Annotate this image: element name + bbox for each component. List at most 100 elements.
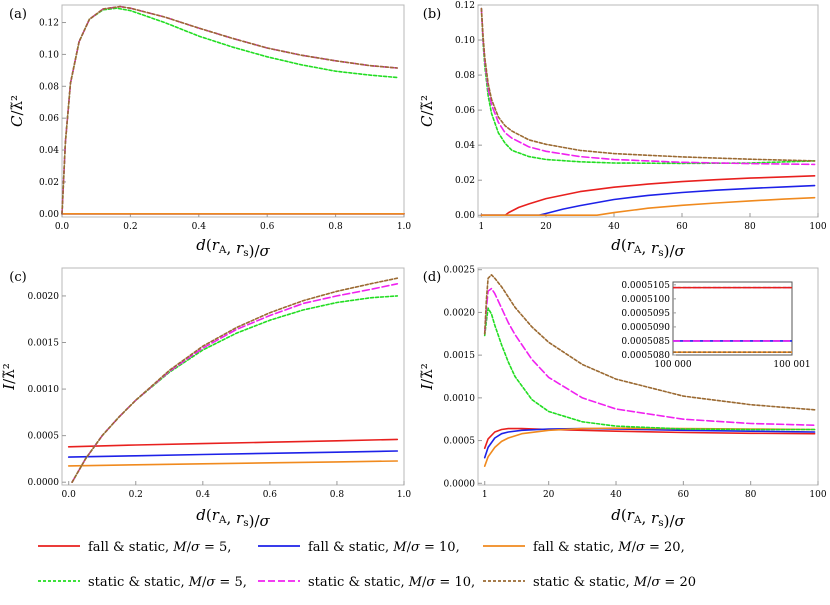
plot-frame [477, 4, 819, 218]
y-tick-label: 0.0000 [28, 478, 60, 488]
legend-label: static & static, M/σ = 5, [88, 575, 247, 590]
y-tick-label: 0.0005 [444, 437, 476, 447]
x-tick-label: 0.0 [55, 222, 70, 232]
series-ss5 [480, 7, 816, 165]
series-fs5 [480, 175, 816, 216]
series-ss5 [483, 307, 816, 431]
x-tick-label: 0.4 [196, 490, 211, 500]
x-tick-label: 100 [809, 222, 826, 232]
x-tick-label: 20 [543, 490, 555, 500]
y-tick-label: 0.06 [455, 106, 475, 116]
legend-item-fs10: fall & static, M/σ = 10, [258, 540, 460, 555]
panel-a: 0.0 0.2 0.4 0.6 0.8 1.0 0.00 0.02 0.04 0.06 0.08 0.… [8, 4, 411, 260]
y-tick-label: 0.08 [39, 82, 59, 92]
x-tick-label: 0.2 [123, 222, 137, 232]
legend-item-ss10: static & static, M/σ = 10, [258, 575, 475, 590]
y-tick-label: 0.12 [39, 19, 59, 29]
legend-item-ss5: static & static, M/σ = 5, [38, 575, 247, 590]
y-tick-label: 0.0000 [444, 479, 476, 489]
y-tick-label: 0.0010 [444, 394, 476, 404]
series-fs10 [480, 184, 816, 216]
panel-label: (d) [423, 270, 441, 285]
series-fs20 [480, 196, 816, 216]
panel-label: (a) [9, 7, 27, 22]
x-tick-label: 100 [809, 490, 826, 500]
panel-label: (c) [9, 270, 26, 285]
series-ss10 [483, 287, 816, 427]
y-tick-label: 0.06 [39, 114, 59, 124]
y-tick-label: 0.0015 [444, 351, 476, 361]
y-axis-label: C/λ̃² [8, 95, 26, 127]
inset-x-tick-label: 100 001 [773, 360, 810, 370]
inset-y-tick-label: 0.0005090 [621, 323, 670, 333]
y-tick-label: 0.10 [455, 36, 475, 46]
y-tick-label: 0.00 [455, 211, 475, 221]
x-tick-label: 0.2 [129, 490, 143, 500]
x-tick-label: 60 [678, 490, 690, 500]
y-tick-label: 0.00 [39, 210, 59, 220]
y-axis-label: I/λ̃² [0, 363, 18, 391]
x-tick-label: 0.0 [62, 490, 77, 500]
panel-c: 0.0 0.2 0.4 0.6 0.8 1.0 0.0000 0.0005 0.0010 0.00… [0, 267, 411, 530]
plot-frame [61, 267, 405, 486]
x-tick-label: 60 [676, 222, 688, 232]
x-tick-label: 40 [608, 222, 620, 232]
x-tick-label: 40 [610, 490, 622, 500]
series-fs10 [483, 427, 816, 459]
series-fs5 [483, 427, 816, 450]
y-axis-label: C/λ̃² [418, 95, 436, 127]
series-ss5 [61, 7, 399, 215]
panel-label: (b) [423, 7, 441, 22]
y-tick-label: 0.04 [39, 146, 59, 156]
legend-label: fall & static, M/σ = 5, [88, 540, 231, 555]
y-tick-label: 0.10 [39, 50, 59, 60]
y-tick-label: 0.0005 [28, 432, 60, 442]
x-axis-label: d(rA, rs)/σ [196, 236, 270, 260]
inset-y-tick-label: 0.0005100 [621, 295, 670, 305]
series-ss20 [71, 277, 399, 484]
inset-y-tick-label: 0.0005105 [621, 281, 670, 291]
y-tick-label: 0.04 [455, 141, 475, 151]
legend-label: fall & static, M/σ = 20, [533, 540, 685, 555]
plot-frame [61, 4, 405, 218]
plot-frame [477, 267, 819, 486]
y-axis-label: I/λ̃² [418, 363, 436, 391]
x-tick-label: 1 [482, 490, 488, 500]
y-tick-label: 0.0015 [28, 339, 60, 349]
inset-y-tick-label: 0.0005080 [621, 351, 670, 361]
y-tick-label: 0.02 [455, 176, 475, 186]
legend-label: static & static, M/σ = 20 [533, 575, 696, 590]
x-tick-label: 0.6 [263, 490, 278, 500]
x-tick-label: 0.6 [260, 222, 275, 232]
series-ss20 [61, 5, 399, 215]
legend-label: fall & static, M/σ = 10, [308, 540, 460, 555]
y-tick-label: 0.08 [455, 71, 475, 81]
x-tick-label: 20 [540, 222, 552, 232]
inset: 100 000 100 001 0.0005080 0.0005085 0.000509… [621, 281, 810, 370]
series-ss20 [480, 7, 816, 162]
series-ss20 [483, 273, 816, 411]
x-axis-label: d(rA, rs)/σ [196, 506, 270, 530]
x-tick-label: 0.8 [330, 490, 345, 500]
x-tick-label: 1 [479, 222, 485, 232]
inset-x-tick-label: 100 000 [654, 360, 691, 370]
y-tick-label: 0.0020 [444, 308, 476, 318]
inset-y-tick-label: 0.0005085 [621, 337, 670, 347]
x-tick-label: 0.8 [328, 222, 343, 232]
x-tick-label: 80 [745, 490, 757, 500]
series-fs20 [67, 460, 399, 467]
legend-item-ss20: static & static, M/σ = 20 [483, 575, 696, 590]
series-fs5 [67, 438, 399, 448]
x-axis-label: d(rA, rs)/σ [611, 236, 685, 260]
y-tick-label: 0.0010 [28, 385, 60, 395]
inset-y-tick-label: 0.0005095 [621, 309, 670, 319]
legend-label: static & static, M/σ = 10, [308, 575, 475, 590]
legend: fall & static, M/σ = 5, fall & static, M/… [38, 540, 696, 590]
panel-b: 1 20 40 60 80 100 0.00 0.02 0.04 0.06 0.08 0.10 0.12… [418, 1, 827, 260]
y-tick-label: 0.12 [455, 1, 475, 11]
panel-d: 1 20 40 60 80 100 0.0000 0.0005 0.0010 0.0015 0.00… [418, 266, 827, 530]
y-tick-label: 0.0025 [444, 266, 476, 276]
x-tick-label: 0.4 [192, 222, 207, 232]
x-axis-label: d(rA, rs)/σ [611, 506, 685, 530]
